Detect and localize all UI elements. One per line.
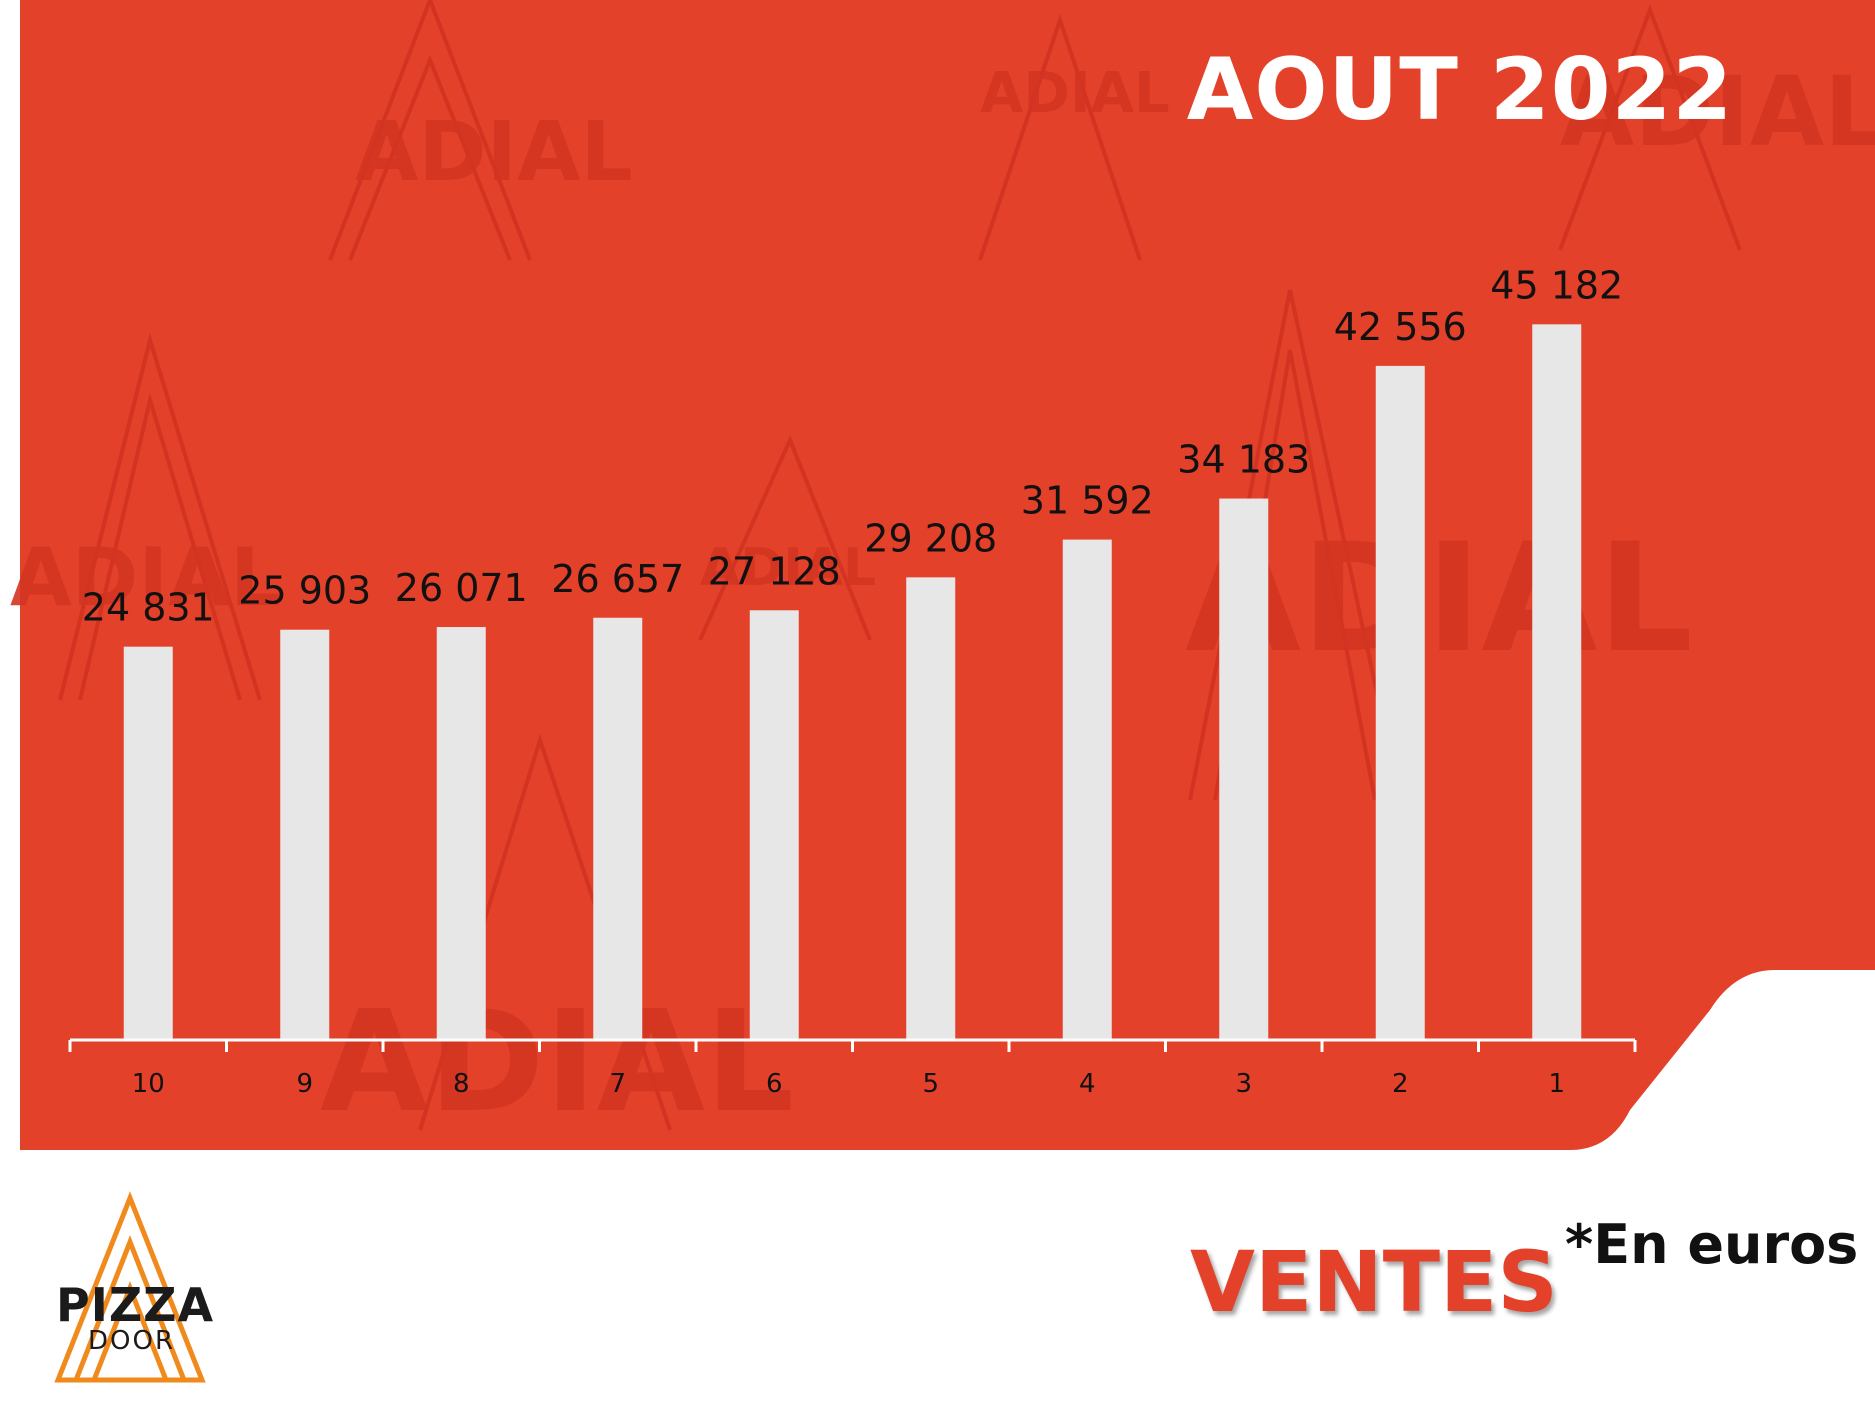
logo-text-pizza: PIZZA [56, 1278, 215, 1332]
bar [123, 646, 173, 1040]
bars-layer [123, 324, 1582, 1041]
data-label: 27 128 [708, 549, 841, 593]
logo-a-icon [54, 1191, 206, 1383]
x-tick-label: 6 [766, 1069, 783, 1099]
x-tick-label: 8 [453, 1069, 470, 1099]
data-labels-layer: 24 831 25 903 26 071 26 657 27 128 29 208 31 5… [82, 263, 1623, 629]
bar [436, 627, 486, 1040]
pizza-door-logo [54, 1191, 206, 1383]
data-label: 42 556 [1334, 305, 1467, 349]
x-tick-label: 2 [1392, 1069, 1409, 1099]
x-tick-label: 9 [296, 1069, 313, 1099]
x-tick-label: 3 [1235, 1069, 1252, 1099]
x-tick-label: 4 [1079, 1069, 1096, 1099]
data-label: 31 592 [1021, 479, 1154, 523]
data-label: 45 182 [1490, 263, 1623, 307]
bar [906, 577, 956, 1040]
x-tick-label: 1 [1548, 1069, 1565, 1099]
bar [280, 629, 330, 1040]
logo-text-door: DOOR [88, 1326, 176, 1356]
section-label: VENTES [1190, 1233, 1558, 1331]
bar [1219, 498, 1269, 1041]
data-label: 34 183 [1177, 438, 1310, 482]
chart-title: AOUT 2022 [1186, 40, 1734, 140]
data-label: 26 071 [395, 566, 528, 610]
data-label: 26 657 [551, 557, 684, 601]
unit-note: *En euros [1565, 1213, 1859, 1276]
x-axis: 10 9 8 7 6 5 4 3 2 1 [68, 1038, 1637, 1099]
x-tick-label: 5 [922, 1069, 939, 1099]
x-tick-label: 10 [132, 1069, 165, 1099]
data-label: 24 831 [82, 586, 215, 630]
data-label: 29 208 [864, 516, 997, 560]
bar [593, 617, 643, 1040]
data-label: 25 903 [238, 569, 371, 613]
bar [1062, 539, 1112, 1040]
bar [749, 610, 799, 1040]
bar [1375, 365, 1425, 1040]
bar [1532, 324, 1582, 1040]
x-tick-label: 7 [609, 1069, 626, 1099]
